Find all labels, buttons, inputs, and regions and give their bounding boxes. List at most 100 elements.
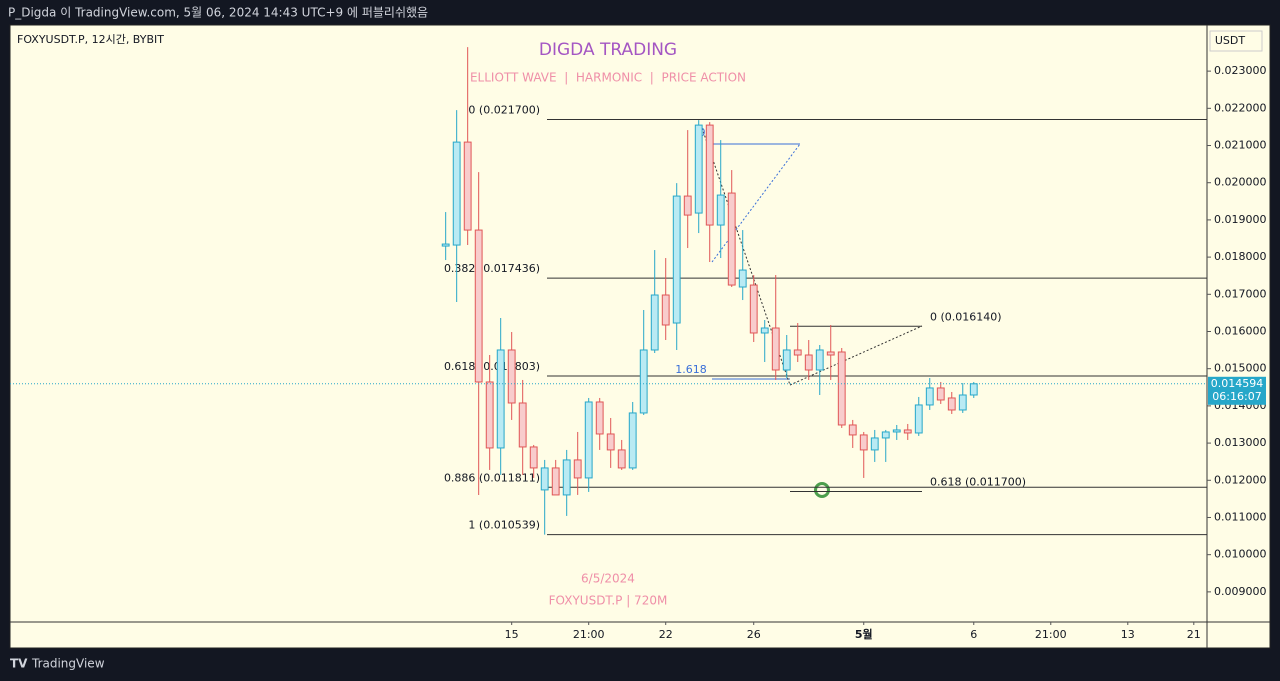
candle-body <box>705 124 714 226</box>
candle-body <box>815 349 824 371</box>
candle-body <box>969 383 978 396</box>
y-tick-label: 0.009000 <box>1214 585 1267 598</box>
candle-body <box>584 401 593 479</box>
candle-body <box>540 467 549 491</box>
y-tick-label: 0.017000 <box>1214 287 1267 300</box>
x-tick-label: 6 <box>970 628 977 641</box>
x-tick-label: 15 <box>505 628 519 641</box>
candle-body <box>485 381 494 449</box>
candle-body <box>650 294 659 351</box>
candle-body <box>518 402 527 448</box>
candle-body <box>826 351 835 356</box>
header: P_Digda 이 TradingView.com, 5월 06, 2024 1… <box>8 6 428 20</box>
candle-body <box>452 141 461 246</box>
candle-body <box>727 192 736 286</box>
fib-label: 0 (0.021700) <box>468 103 540 116</box>
y-tick-label: 0.016000 <box>1214 324 1267 337</box>
footer-icon: TV <box>10 657 28 671</box>
fib-label: 0.618 (0.011700) <box>930 475 1026 488</box>
candle-body <box>661 294 670 326</box>
y-tick-label: 0.011000 <box>1214 510 1267 523</box>
candle-body <box>793 349 802 356</box>
candle-body <box>529 446 538 469</box>
x-tick-label: 13 <box>1121 628 1135 641</box>
candle-body <box>859 434 868 451</box>
countdown: 06:16:07 <box>1212 390 1261 403</box>
y-tick-label: 0.021000 <box>1214 139 1267 152</box>
x-tick-label: 5월 <box>855 627 873 641</box>
y-tick-label: 0.013000 <box>1214 436 1267 449</box>
y-tick-label: 0.018000 <box>1214 250 1267 263</box>
y-tick-label: 0.023000 <box>1214 64 1267 77</box>
candle-body <box>562 459 571 496</box>
pattern-label: 1.618 <box>675 363 707 376</box>
candle-body <box>936 387 945 401</box>
x-tick-label: 21:00 <box>573 628 605 641</box>
candle-body <box>694 124 703 214</box>
candle-body <box>782 349 791 371</box>
watermark-symbol: FOXYUSDT.P | 720M <box>549 594 668 608</box>
candle-body <box>738 269 747 288</box>
x-tick-label: 21 <box>1187 628 1201 641</box>
candle-body <box>595 401 604 435</box>
candle-body <box>551 467 560 496</box>
last-price-label: 0.014594 <box>1211 377 1264 390</box>
fib-label: 0.618 (0.014803) <box>444 360 540 373</box>
candle-body <box>639 349 648 414</box>
watermark-subtitle: ELLIOTT WAVE | HARMONIC | PRICE ACTION <box>470 71 746 85</box>
candle-body <box>628 412 637 469</box>
candle-body <box>892 429 901 433</box>
candle-body <box>496 349 505 449</box>
symbol: FOXYUSDT.P, 12시간, BYBIT <box>17 33 164 46</box>
last-price-box <box>1208 376 1266 405</box>
candle-body <box>672 195 681 324</box>
y-tick-label: 0.019000 <box>1214 213 1267 226</box>
y-tick-label: 0.022000 <box>1214 101 1267 114</box>
candle-body <box>947 397 956 411</box>
watermark-title: DIGDA TRADING <box>539 40 677 60</box>
fib-label: 0.886 (0.011811) <box>444 471 540 484</box>
candle-body <box>683 195 692 216</box>
fib-label: 0.382 (0.017436) <box>444 262 540 275</box>
candle-body <box>925 387 934 406</box>
y-tick-label: 0.012000 <box>1214 473 1267 486</box>
pattern-dotted <box>701 127 791 386</box>
candle-body <box>573 459 582 479</box>
candle-body <box>760 327 769 334</box>
candle-body <box>837 351 846 426</box>
candle-body <box>914 404 923 434</box>
candle-body <box>749 284 758 334</box>
pattern-dotted <box>711 143 801 263</box>
candle-body <box>870 437 879 451</box>
pattern-dotted <box>789 325 923 386</box>
target-circle <box>814 482 830 498</box>
x-tick-label: 21:00 <box>1035 628 1067 641</box>
y-tick-label: 0.015000 <box>1214 362 1267 375</box>
watermark-date: 6/5/2024 <box>581 572 635 586</box>
currency-box <box>1209 30 1263 52</box>
candle-body <box>463 141 472 231</box>
candle-body <box>606 433 615 451</box>
candle-body <box>716 194 725 226</box>
candle-body <box>474 229 483 383</box>
candle-body <box>881 431 890 439</box>
currency: USDT <box>1215 34 1246 47</box>
candle-body <box>441 243 450 247</box>
y-tick-label: 0.020000 <box>1214 176 1267 189</box>
plot: 0.023000 0.022000 0.021000 0.020000 0.019000… <box>10 47 1267 641</box>
x-tick-label: 26 <box>747 628 761 641</box>
candle-body <box>903 429 912 434</box>
x-tick-label: 22 <box>659 628 673 641</box>
candle-body <box>848 424 857 436</box>
candle-body <box>771 327 780 371</box>
candle-body <box>804 354 813 371</box>
fib-label: 0 (0.016140) <box>930 310 1002 323</box>
fib-label: 1 (0.010539) <box>468 519 540 532</box>
chart-panel <box>9 24 1271 649</box>
candle-body <box>958 394 967 411</box>
candle-body <box>617 449 626 469</box>
candle-body <box>507 349 516 404</box>
footer-logo: TradingView <box>31 657 105 671</box>
